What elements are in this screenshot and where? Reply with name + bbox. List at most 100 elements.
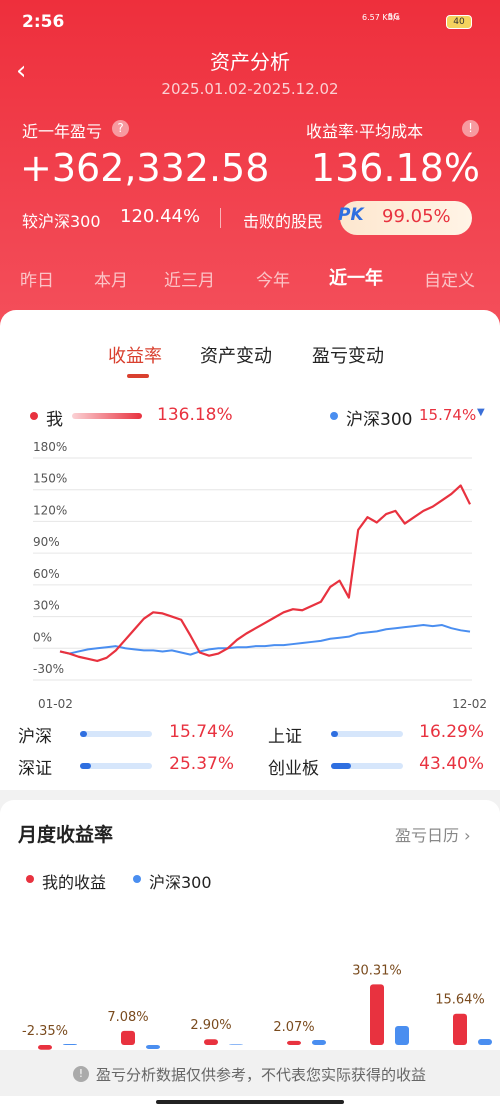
- index-value: 16.29%: [419, 722, 484, 742]
- period-tab[interactable]: 今年: [256, 271, 290, 291]
- y-tick-label: 150%: [33, 472, 67, 486]
- bar: [312, 1040, 326, 1045]
- bar: [370, 984, 384, 1045]
- period-tab[interactable]: 近三月: [164, 271, 215, 291]
- period-tab[interactable]: 自定义: [424, 271, 475, 291]
- y-tick-label: 180%: [33, 440, 67, 454]
- bar: [38, 1045, 52, 1050]
- y-tick-label: 120%: [33, 503, 67, 517]
- chart-tab[interactable]: 资产变动: [200, 346, 272, 367]
- y-tick-label: 90%: [33, 535, 60, 549]
- profit-value: +362,332.58: [20, 146, 270, 190]
- bar-value-label: 2.07%: [273, 1020, 314, 1035]
- bar-value-label: -2.35%: [22, 1024, 68, 1039]
- bar-value-label: 7.08%: [107, 1010, 148, 1025]
- bar: [478, 1039, 492, 1045]
- y-tick-label: 0%: [33, 630, 52, 644]
- chart-tab[interactable]: 盈亏变动: [312, 346, 384, 367]
- bar: [229, 1044, 243, 1045]
- info-icon[interactable]: !: [462, 120, 479, 137]
- bar: [204, 1039, 218, 1045]
- legend-name: 我: [46, 410, 63, 430]
- series-line: [59, 484, 471, 663]
- legend-value: 136.18%: [157, 405, 233, 425]
- return-rate: 136.18%: [310, 146, 480, 190]
- calendar-link[interactable]: 盈亏日历 ›: [395, 826, 471, 845]
- compare-value: 120.44%: [120, 206, 201, 227]
- x-tick-label: 01-02: [38, 697, 73, 711]
- help-icon[interactable]: ?: [112, 120, 129, 137]
- series-line: [59, 624, 471, 656]
- line-chart: -30% 0% 30% 60% 90% 120% 150% 180% 01-02 12-02: [33, 440, 487, 711]
- beat-label: 击败的股民: [243, 212, 324, 231]
- index-track: [80, 731, 152, 737]
- bar-value-label: 15.64%: [435, 993, 485, 1008]
- home-indicator: [156, 1100, 344, 1104]
- period-tab-active[interactable]: 近一年: [329, 268, 383, 289]
- tab-indicator: [127, 374, 149, 378]
- legend-dot: [330, 412, 338, 420]
- bar: [287, 1040, 301, 1045]
- compare-label: 较沪深300: [22, 212, 101, 231]
- legend-name: 我的收益: [42, 873, 107, 892]
- summary-label: 近一年盈亏: [22, 122, 103, 141]
- header-bg: [0, 0, 500, 340]
- index-value: 15.74%: [169, 722, 234, 742]
- legend-name: 沪深300: [149, 873, 212, 892]
- index-track: [331, 763, 403, 769]
- chart-tab-active[interactable]: 收益率: [108, 346, 162, 367]
- legend-dot: [30, 412, 38, 420]
- legend-dot: [133, 875, 141, 883]
- date-range: 2025.01.02-2025.12.02: [161, 80, 339, 98]
- index-track: [80, 763, 152, 769]
- bar: [63, 1044, 77, 1045]
- period-tab[interactable]: 昨日: [20, 271, 54, 291]
- y-tick-label: 60%: [33, 567, 60, 581]
- x-tick-label: 12-02: [452, 697, 487, 711]
- beat-value: 99.05%: [382, 206, 451, 227]
- page-title: 资产分析: [210, 50, 290, 74]
- beat-pill[interactable]: [340, 201, 472, 235]
- period-tab[interactable]: 本月: [94, 271, 128, 291]
- y-tick-label: -30%: [33, 662, 64, 676]
- monthly-title: 月度收益率: [18, 824, 114, 846]
- index-track: [331, 731, 403, 737]
- bar-value-label: 2.90%: [190, 1018, 231, 1033]
- footer-icon: !: [73, 1066, 89, 1082]
- bar: [453, 1013, 467, 1045]
- status-time: 2:56: [22, 12, 65, 32]
- chart-card: [0, 310, 500, 790]
- index-value: 25.37%: [169, 754, 234, 774]
- bar: [395, 1026, 409, 1045]
- back-button[interactable]: ‹: [16, 56, 27, 86]
- status-signal: 5G: [388, 12, 400, 21]
- disclaimer: 盈亏分析数据仅供参考，不代表您实际获得的收益: [96, 1066, 427, 1084]
- index-bar: [80, 731, 88, 737]
- legend-name: 沪深300: [346, 410, 413, 430]
- index-bar: [331, 763, 351, 769]
- bar: [121, 1030, 135, 1045]
- calendar-link-text[interactable]: 盈亏日历: [395, 826, 460, 845]
- index-bar: [80, 763, 92, 769]
- metric-toggle[interactable]: 收益率·平均成本: [306, 122, 424, 141]
- legend-dot: [26, 875, 34, 883]
- battery: 40: [446, 15, 472, 29]
- index-name: 沪深: [18, 727, 52, 747]
- pk-badge: PK: [338, 205, 364, 225]
- index-bar: [331, 731, 339, 737]
- index-name: 创业板: [268, 759, 319, 779]
- index-name: 上证: [268, 727, 302, 747]
- divider: [220, 208, 221, 228]
- index-value: 43.40%: [419, 754, 484, 774]
- index-name: 深证: [18, 759, 52, 779]
- bar-value-label: 30.31%: [352, 963, 402, 978]
- y-tick-label: 30%: [33, 599, 60, 613]
- dropdown-arrow[interactable]: ▼: [477, 407, 485, 418]
- bar-chart: -2.35% 7.08% 2.90% 2.07% 30.31% 15.64%: [22, 963, 492, 1050]
- legend-value[interactable]: 15.74%: [419, 406, 477, 424]
- bar: [146, 1045, 160, 1049]
- legend-line: [72, 413, 142, 419]
- status-network: 6.57 KB/s: [362, 13, 400, 22]
